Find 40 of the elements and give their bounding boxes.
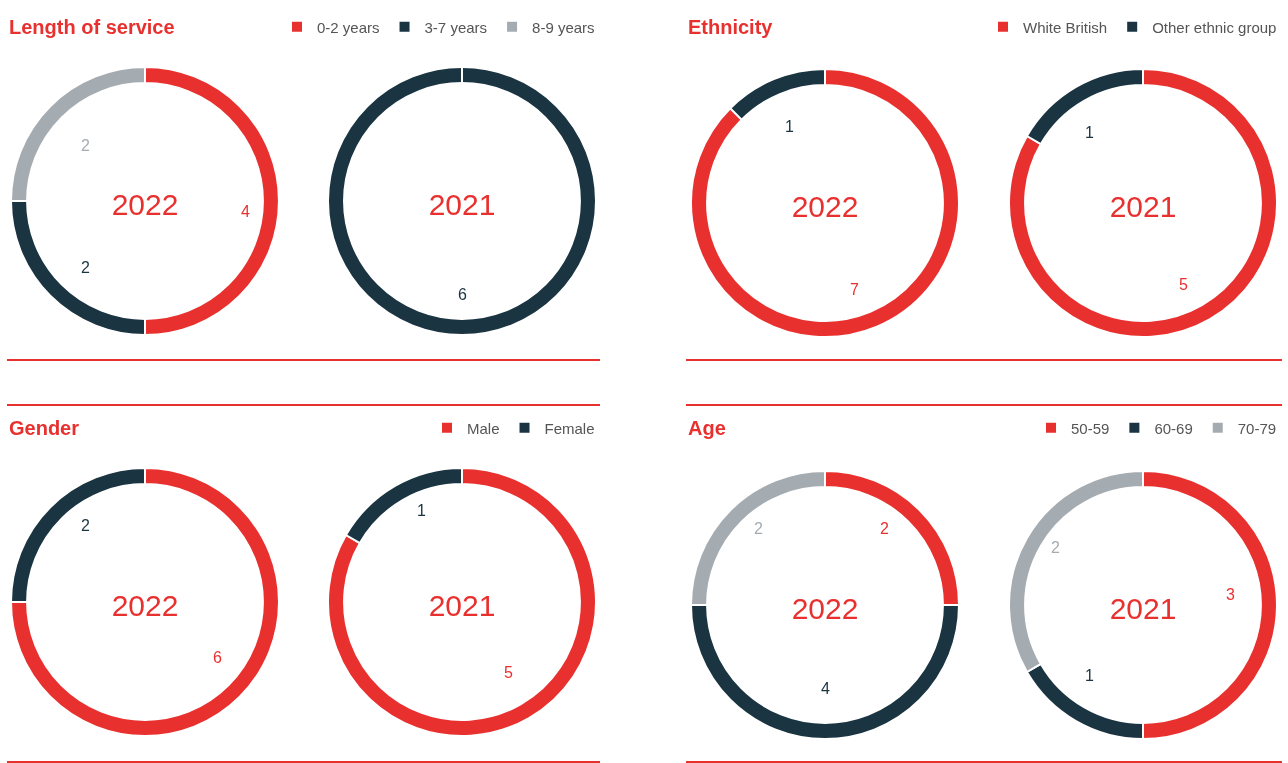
legend-label: 8-9 years [532,18,595,36]
legend-label: 50-59 [1071,419,1110,437]
legend-label: 60-69 [1154,419,1193,437]
slice-label: 2021 [1109,591,1177,625]
slice-label: 2022 [111,588,179,622]
data-label: 2 [81,517,90,534]
data-label: 2 [81,137,90,154]
chart-title: Ethnicity [688,16,774,38]
data-label: 2 [1051,539,1060,556]
data-label: 2 [81,259,90,276]
legend-label: Female [544,419,595,437]
slice-label: 2021 [428,187,496,221]
data-label: 1 [785,118,794,135]
data-label: 7 [850,281,859,298]
data-label: 4 [241,203,250,220]
legend-label: 0-2 years [317,18,380,36]
slice-label: 2021 [1109,189,1177,223]
chart-title: Gender [9,417,80,439]
slice-label: 2022 [791,591,859,625]
chart-title: Length of service [9,16,175,38]
data-label: 5 [504,664,513,681]
data-label: 1 [1085,667,1094,684]
slice-label: 2021 [428,588,496,622]
legend-label: Other ethnic group [1152,18,1277,36]
data-label: 4 [821,680,830,697]
legend-label: White British [1023,18,1108,36]
data-label: 1 [417,502,426,519]
legend-label: 3-7 years [424,18,488,36]
data-label: 3 [1226,586,1235,603]
legend-label: Male [467,419,500,437]
data-label: 5 [1179,276,1188,293]
data-label: 2 [754,520,763,537]
legend-label: 70-79 [1237,419,1277,437]
slice-label: 2022 [111,187,179,221]
data-label: 2 [880,520,889,537]
data-label: 6 [213,649,222,666]
chart-title: Age [688,417,726,439]
data-label: 6 [458,286,467,303]
slice-label: 2022 [791,189,859,223]
data-label: 1 [1085,124,1094,141]
